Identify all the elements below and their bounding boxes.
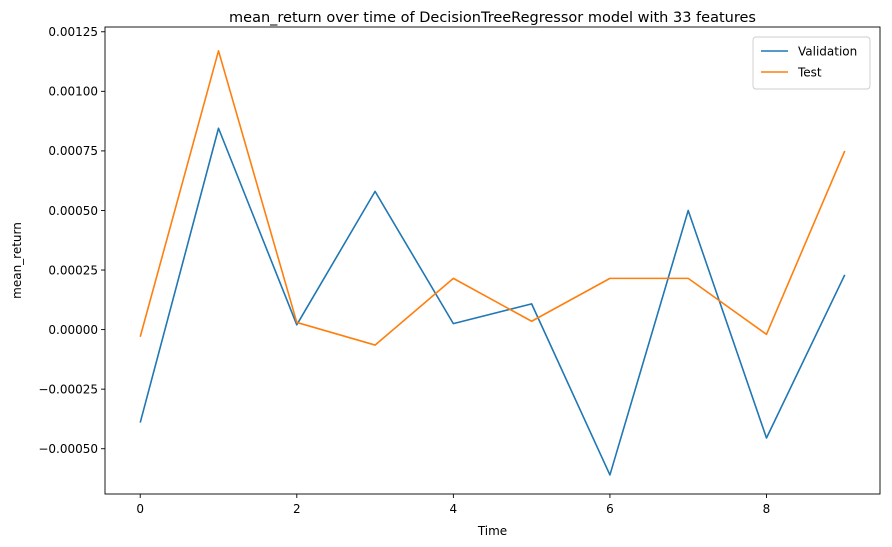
plot-frame: [104, 26, 881, 495]
plot-area: [104, 26, 881, 495]
x-tick-label: 2: [293, 502, 301, 516]
series-line-validation: [139, 127, 846, 476]
x-axis-ticks: 0 2 4 6 8: [136, 494, 770, 516]
x-tick-label: 0: [136, 502, 144, 516]
y-tick-label: 0.00075: [48, 144, 98, 158]
y-tick-label: 0.00100: [48, 85, 98, 99]
chart-title: mean_return over time of DecisionTreeReg…: [229, 10, 756, 26]
y-tick-label: −0.00050: [38, 442, 98, 456]
x-axis-label: Time: [477, 524, 507, 538]
y-tick-label: −0.00025: [38, 382, 98, 396]
y-axis-ticks: −0.00050 −0.00025 0.00000 0.00025 0.00050 0.0…: [38, 25, 105, 456]
y-tick-label: 0.00000: [48, 323, 98, 337]
legend-label-test: Test: [797, 65, 822, 79]
y-tick-label: 0.00025: [48, 263, 98, 277]
legend-box: [752, 36, 871, 90]
y-tick-label: 0.00050: [48, 204, 98, 218]
x-tick-label: 8: [763, 502, 771, 516]
legend: Validation Test: [752, 36, 871, 90]
y-tick-label: 0.00125: [48, 25, 98, 39]
series-line-test: [139, 50, 846, 346]
legend-label-validation: Validation: [798, 44, 857, 58]
series-lines: [139, 50, 846, 476]
y-axis-label: mean_return: [10, 222, 24, 299]
x-tick-label: 6: [606, 502, 614, 516]
x-tick-label: 4: [450, 502, 458, 516]
